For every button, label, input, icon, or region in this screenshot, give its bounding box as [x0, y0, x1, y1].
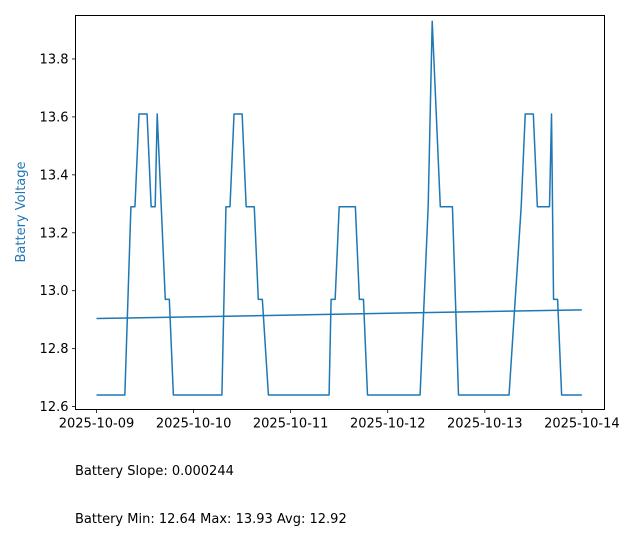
battery-voltage-line	[96, 20, 582, 396]
series-layer	[96, 20, 582, 396]
y-tick-label: 13.4	[40, 168, 69, 183]
y-axis-label: Battery Voltage	[14, 161, 29, 262]
x-tick-label: 2025-10-12	[350, 417, 426, 432]
y-tick-label: 13.8	[40, 52, 69, 67]
x-tick-label: 2025-10-13	[447, 417, 523, 432]
x-tick-label: 2025-10-11	[253, 417, 329, 432]
y-tick-label: 12.6	[40, 400, 69, 415]
x-tick-label: 2025-10-10	[156, 417, 232, 432]
plot-frame	[75, 15, 605, 410]
y-tick-label: 12.8	[40, 342, 69, 357]
battery-slope-text: Battery Slope: 0.000244	[75, 464, 234, 479]
battery-voltage-chart: 2025-10-09 2025-10-10 2025-10-11 2025-10-12…	[14, 15, 620, 432]
y-tick-label: 13.2	[40, 226, 69, 241]
x-axis-ticks: 2025-10-09 2025-10-10 2025-10-11 2025-10-12…	[59, 409, 620, 432]
y-tick-label: 13.0	[40, 284, 69, 299]
battery-min-max-avg-text: Battery Min: 12.64 Max: 13.93 Avg: 12.92	[75, 512, 347, 527]
stats-block: Battery Slope: 0.000244 Battery Min: 12.…	[75, 432, 347, 544]
y-axis-ticks: 12.6 12.8 13.0 13.2 13.4 13.6 13.8	[40, 52, 76, 415]
x-tick-label: 2025-10-14	[544, 417, 620, 432]
battery-trend-line	[96, 309, 582, 320]
y-tick-label: 13.6	[40, 110, 69, 125]
x-tick-label: 2025-10-09	[59, 417, 135, 432]
